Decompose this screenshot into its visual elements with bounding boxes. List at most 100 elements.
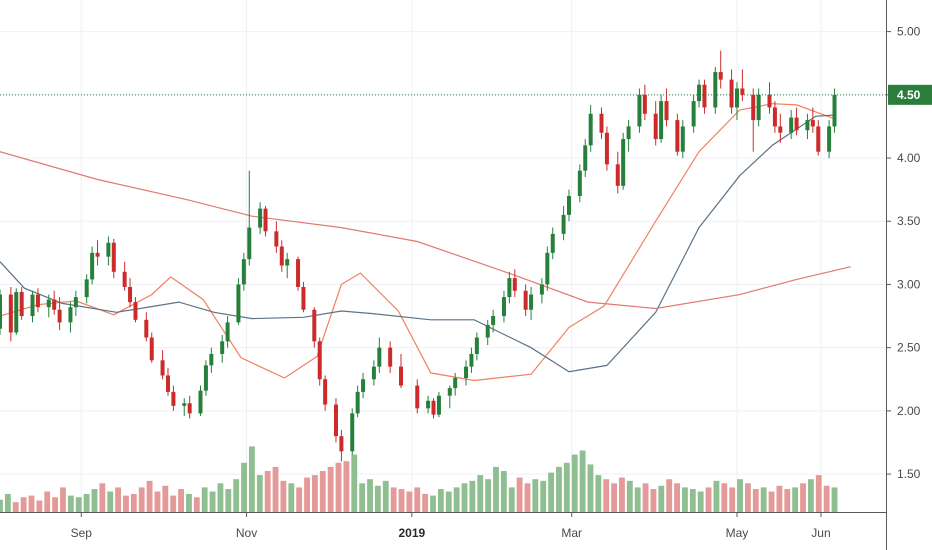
candle [14,288,19,336]
volume-bar [28,495,35,512]
y-tick-label: 5.00 [897,25,921,39]
candle [566,189,571,222]
volume-bar [729,487,736,512]
candle [756,88,761,127]
candle-body [512,278,517,291]
volume-bar [461,483,468,512]
candle [599,107,604,140]
candle [296,256,301,291]
candle-body [718,72,723,80]
volume-bar [626,480,633,512]
candle [225,316,230,348]
candle-body [832,94,837,127]
volume-bar [256,475,263,512]
x-tick-label: 2019 [398,526,425,540]
candle [810,107,815,133]
volume-bar [532,479,539,512]
candle-body [355,391,360,414]
candle-body [35,294,40,308]
candle-body [84,279,89,298]
candle [604,126,609,171]
candle-body [350,413,355,452]
volume-bar [831,487,838,512]
volume-bar [500,471,507,512]
volume-bar [579,450,586,512]
candle [285,252,290,279]
volume-bar [422,493,429,512]
y-tick-label: 4.00 [897,151,921,165]
volume-bar [288,483,295,512]
volume-bar [823,485,830,512]
candle-body [236,284,241,323]
candle [263,206,268,237]
volume-bar [792,487,799,512]
candle-body [187,403,192,414]
candle-body [317,341,322,380]
y-tick-label: 2.50 [897,341,921,355]
candle [507,271,512,304]
volume-bar [445,491,452,512]
candle-body [149,337,154,361]
volume-bar [713,480,720,512]
volume-bar [91,489,98,512]
volume-bar [233,479,240,512]
volume-bar [666,479,673,512]
candle [491,309,496,333]
candle [133,297,138,323]
volume-bar [815,475,822,512]
candle [30,290,35,323]
volume-bar [311,475,318,512]
candle [35,288,40,313]
volume-bar [186,493,192,512]
candle [550,227,555,260]
candle [203,360,208,396]
candle-body [664,101,669,121]
candle [122,261,127,291]
candle-body [68,307,73,323]
candle-body [220,341,225,354]
candle-body [529,294,534,310]
candle [144,312,149,342]
candle [399,353,404,389]
candle-body [160,360,165,376]
volume-bar [52,497,59,512]
volume-bar [516,477,523,512]
candle-body [323,379,328,405]
candle [778,113,783,143]
candle [523,284,528,317]
candle-body [653,113,658,140]
volume-bar [406,491,413,512]
candle [95,240,100,266]
candle [751,88,756,152]
candle-body [772,107,777,127]
moving-average-fast [0,103,835,382]
candle-body [90,252,95,280]
candle-body [301,286,306,310]
volume-bar [603,479,610,512]
volume-bar [721,483,728,512]
candle [301,281,306,313]
candle-body [691,101,696,127]
candle-body [171,391,176,406]
candle-body [361,379,366,392]
volume-bar [264,471,271,512]
candle [84,274,89,304]
volume-bar [335,462,342,512]
volume-bars [0,446,838,512]
volume-bar [807,479,814,512]
candle [209,347,214,373]
candle-body [626,126,631,140]
candle-body [464,366,469,378]
volume-bar [201,487,208,512]
candle-body [561,214,566,234]
candle [664,88,669,127]
candle-body [371,366,376,380]
candle-body [436,395,441,415]
volume-bar [0,499,3,512]
candle-body [756,94,761,121]
volume-bar [272,466,279,512]
candle-body [659,101,664,140]
volume-bar [595,475,602,512]
candle-body [767,94,772,108]
